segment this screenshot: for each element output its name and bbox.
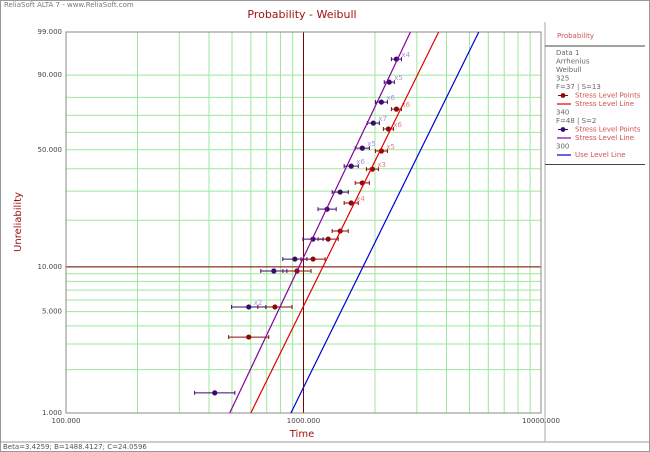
data-point [272, 304, 278, 310]
y-tick-label: 99.000 [38, 28, 63, 36]
data-point [271, 268, 277, 274]
y-tick-label: 5.000 [42, 308, 62, 316]
point-label: x5 [394, 74, 403, 82]
x-tick-label: 100.000 [52, 417, 81, 425]
data-point [325, 236, 331, 242]
legend-stress: 325 [556, 75, 569, 83]
legend-label: Stress Level Line [575, 100, 634, 108]
data-point [292, 256, 298, 262]
y-tick-label: 1.000 [42, 409, 62, 417]
point-label: x4 [401, 51, 410, 59]
legend-line: Data 1 [556, 49, 579, 57]
point-label: x2 [254, 299, 263, 307]
x-axis-label: Time [289, 429, 314, 440]
y-tick-label: 90.000 [38, 71, 63, 79]
legend-swatch [560, 127, 566, 132]
data-point [393, 106, 400, 112]
legend-label: Stress Level Line [575, 134, 634, 142]
point-label: x7 [378, 115, 387, 123]
stress-level-line [290, 31, 480, 414]
data-point [370, 120, 376, 126]
legend-title: Probability [557, 32, 594, 40]
y-axis-label: Unreliability [13, 192, 24, 252]
data-point [310, 256, 316, 262]
status-bar: Beta=3.4259; B=1488.4127; C=24.0596 [3, 443, 147, 451]
legend-stress: 340 [556, 109, 569, 117]
y-tick-label: 50.000 [38, 146, 63, 154]
x-tick-label: 1000.000 [287, 417, 320, 425]
legend-label: Use Level Line [575, 151, 626, 159]
point-label: x6 [356, 158, 365, 166]
data-point [378, 99, 384, 105]
legend-counts: F=48 | S=2 [556, 117, 596, 125]
point-label: x6 [386, 94, 395, 102]
legend-line: Arrhenius [556, 58, 590, 66]
data-point [246, 304, 252, 310]
data-point [386, 79, 392, 85]
data-point [212, 390, 218, 396]
y-tick-label: 10.000 [38, 263, 63, 271]
point-label: x6 [401, 101, 410, 109]
point-label: x6 [393, 121, 402, 129]
point-label: x4 [356, 195, 365, 203]
x-tick-label: 10000.000 [522, 417, 560, 425]
legend-label: Stress Level Points [575, 126, 641, 134]
data-point [246, 334, 252, 340]
legend-label: Stress Level Points [575, 92, 641, 100]
plot-border [65, 31, 542, 414]
legend-stress: 300 [556, 143, 569, 151]
legend-swatch [560, 93, 566, 98]
legend-counts: F=37 | S=13 [556, 83, 601, 91]
data-point [337, 189, 343, 195]
data-point [359, 145, 365, 151]
point-label: x5 [367, 140, 376, 148]
point-label: x5 [386, 143, 395, 151]
app-header: ReliaSoft ALTA 7 - www.ReliaSoft.com [4, 1, 134, 9]
data-point [348, 200, 354, 206]
stress-level-line [250, 31, 440, 414]
legend-line: Weibull [556, 66, 582, 74]
chart-title: Probability - Weibull [247, 8, 356, 21]
data-point [348, 163, 354, 169]
point-label: x3 [377, 161, 386, 169]
stress-level-line [229, 31, 411, 414]
